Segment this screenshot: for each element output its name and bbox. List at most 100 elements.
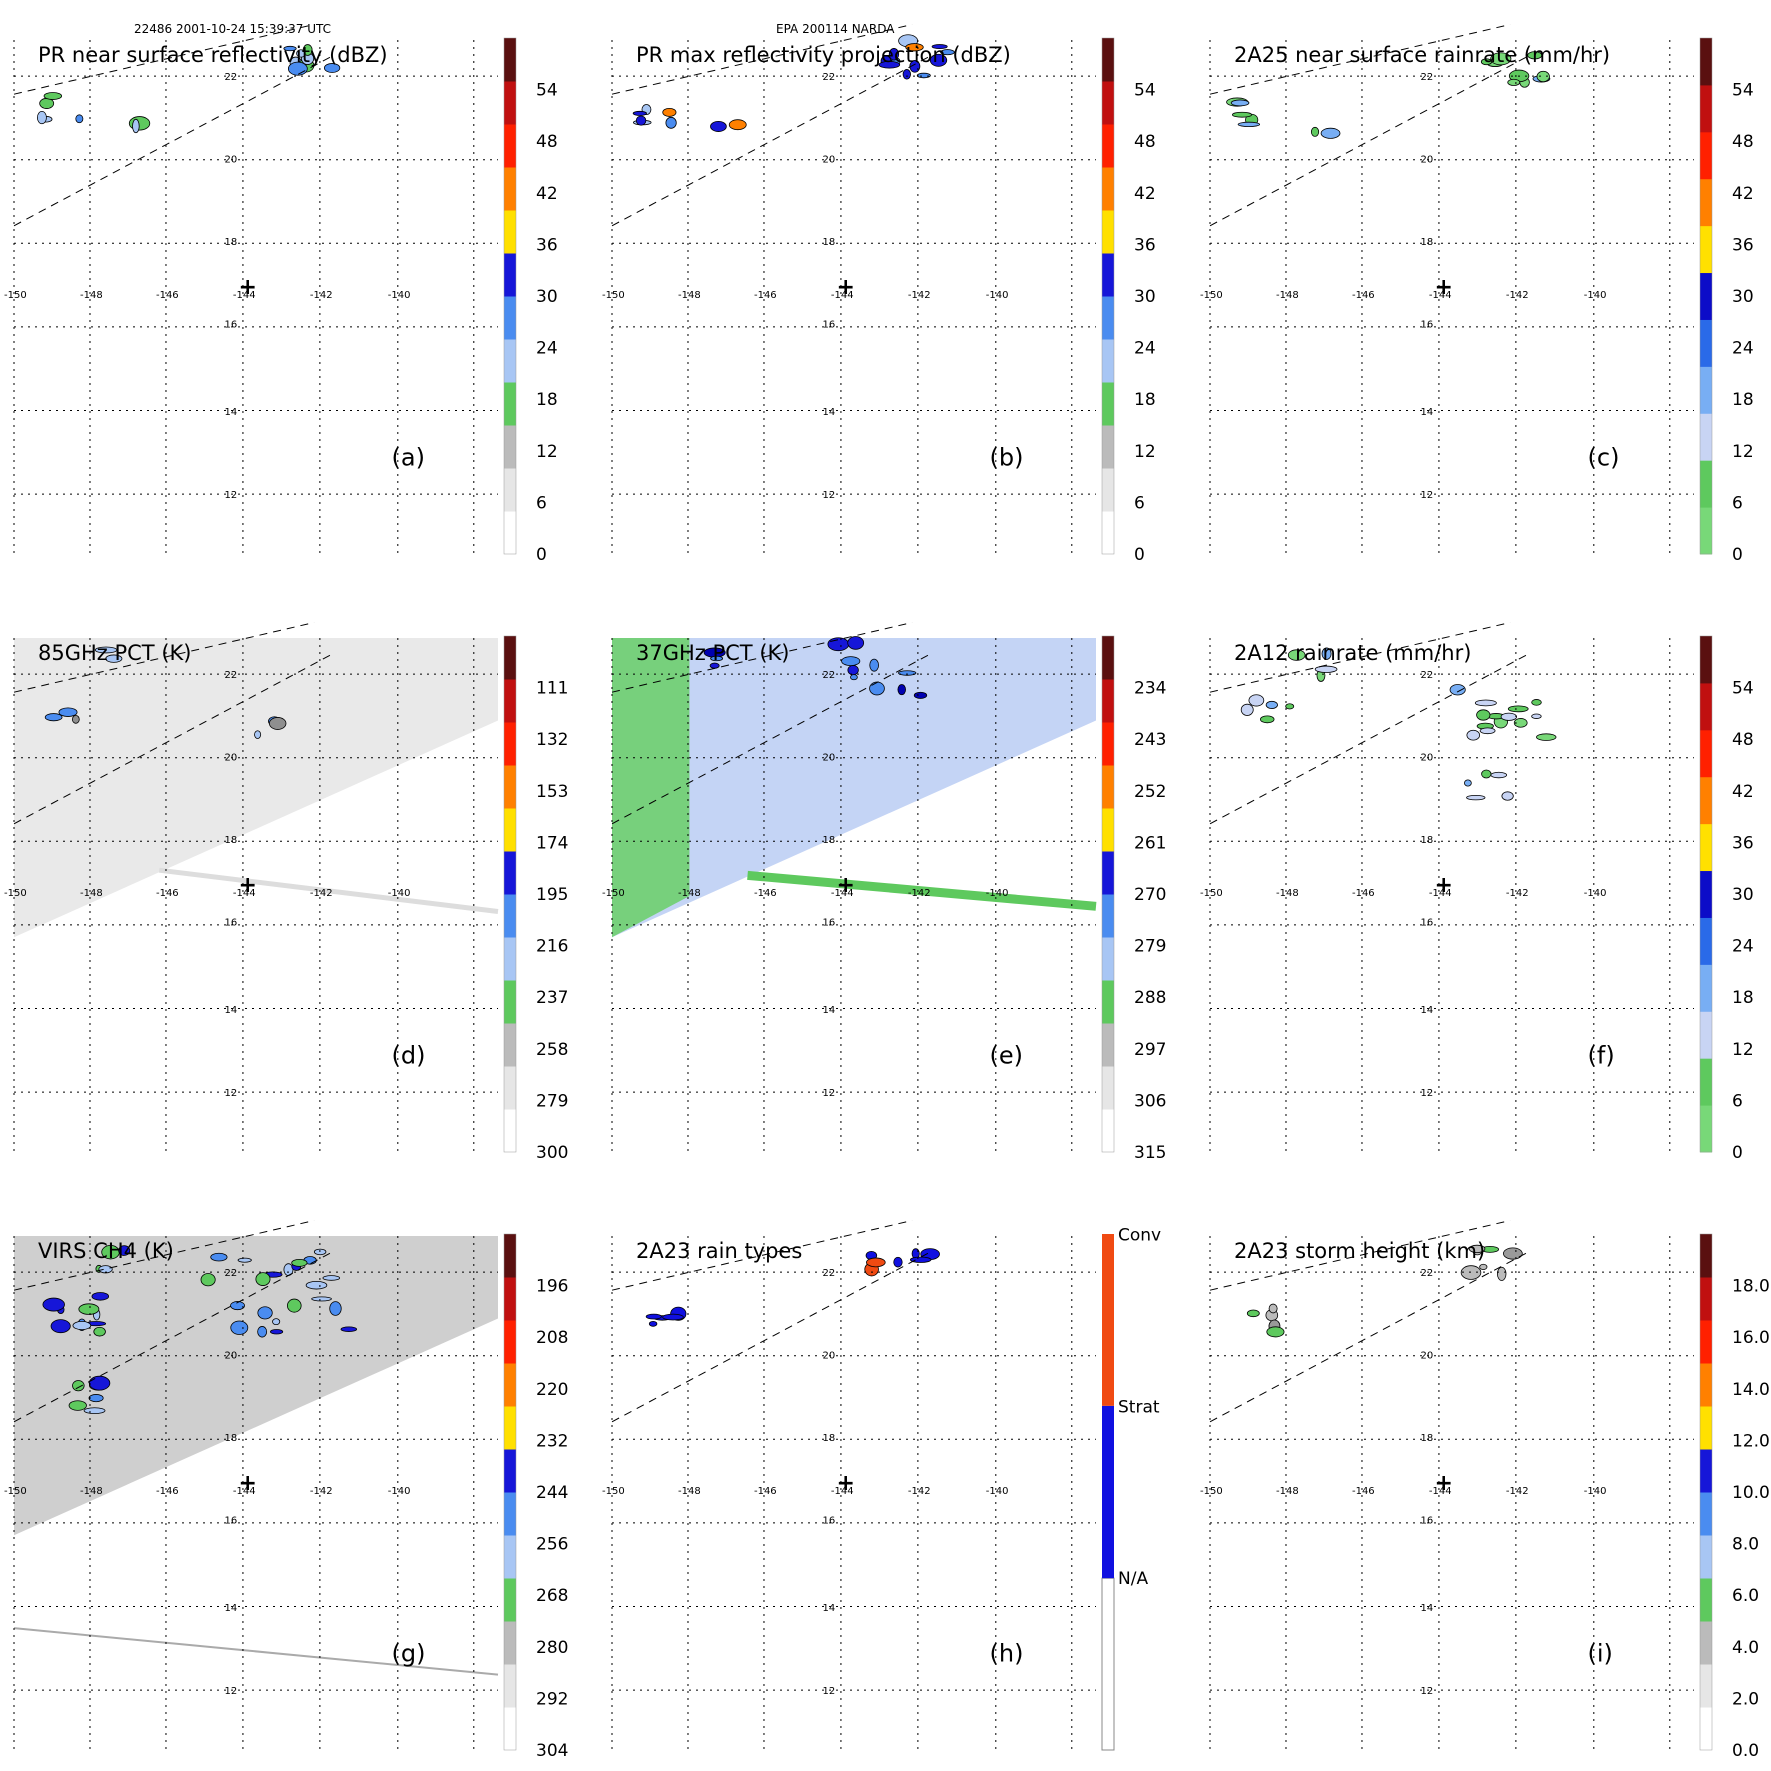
echo-blob [710, 655, 724, 662]
colorbar-label: 268 [536, 1586, 568, 1606]
echo-blob [1287, 649, 1306, 661]
colorbar-segment [504, 980, 516, 1024]
echo-blob [869, 658, 879, 672]
colorbar-label: 18 [1134, 390, 1156, 410]
colorbar-segment [504, 382, 516, 426]
panel-tag: (d) [392, 1042, 426, 1070]
colorbar-label: 48 [1134, 132, 1156, 152]
colorbar-frame [503, 37, 517, 555]
colorbar-label: N/A [1118, 1569, 1148, 1589]
colorbar-segment [1700, 1449, 1712, 1493]
lon-tick-label: -146 [754, 1486, 777, 1497]
panel-tag: (c) [1588, 444, 1620, 472]
echo-blob [132, 118, 140, 134]
lat-tick-label: 18 [1421, 237, 1434, 248]
swath-edge-lower [13, 1251, 334, 1423]
colorbar-segment [1700, 917, 1712, 965]
echo-blob [1260, 715, 1275, 724]
colorbar-label: 0 [1732, 1143, 1743, 1163]
colorbar-label: 0 [536, 545, 547, 565]
colorbar-segment [504, 1707, 516, 1751]
colorbar-segment [1700, 682, 1712, 731]
colorbar-label: 36 [536, 235, 558, 255]
colorbar-label: 244 [536, 1483, 568, 1503]
echo-blob [1248, 694, 1265, 707]
echo-blob [728, 119, 747, 131]
echo-blob [665, 116, 677, 129]
swath-edge-lower [611, 55, 932, 227]
panel-f: -150 -148 -146 -144 -142 -140 22 20 18 16 14 12 +2A1… [1200, 622, 1754, 1163]
panel-tag: (i) [1588, 1640, 1613, 1668]
colorbar-label: 243 [1134, 730, 1166, 750]
colorbar-segment [1700, 131, 1712, 180]
colorbar-segment [1102, 253, 1114, 297]
echo-blob [1466, 729, 1481, 741]
colorbar-segment [1700, 366, 1712, 414]
echo-blob [305, 1281, 328, 1290]
echo-blob [1466, 794, 1486, 801]
echo-blob [210, 1252, 228, 1262]
storm-center-marker: + [1435, 275, 1453, 300]
echo-blob [909, 1256, 932, 1263]
storm-center-marker: + [837, 1471, 855, 1496]
colorbar-segment [504, 851, 516, 895]
swath-fill [14, 638, 498, 938]
colorbar-label: 48 [1732, 132, 1754, 152]
colorbar-segment [504, 511, 516, 555]
lon-tick-label: -146 [1352, 1486, 1375, 1497]
lat-tick-label: 16 [1421, 319, 1434, 330]
echo-blob [94, 646, 118, 654]
panel-tag: (a) [392, 444, 425, 472]
echo-blob [237, 1257, 252, 1263]
lon-tick-label: -144 [1429, 1486, 1452, 1497]
swath-edge-band [747, 870, 1097, 911]
echo-blob [75, 114, 84, 124]
colorbar-segment [1700, 964, 1712, 1012]
colorbar-segment [1700, 38, 1712, 86]
colorbar-label: 280 [536, 1638, 568, 1658]
lon-tick-label: -150 [1200, 888, 1223, 899]
colorbar-label: 270 [1134, 885, 1166, 905]
echo-blob [1501, 791, 1514, 801]
colorbar-segment [1700, 319, 1712, 367]
echo-blob [72, 1380, 85, 1392]
colorbar-label: 12 [536, 442, 558, 462]
swath-edge [13, 1627, 499, 1676]
colorbar-segment [504, 808, 516, 852]
colorbar-segment [1700, 1058, 1712, 1106]
lon-tick-label: -148 [678, 888, 701, 899]
echo-blob [72, 1320, 92, 1331]
lat-tick-label: 22 [225, 1268, 238, 1279]
lat-tick-label: 12 [823, 490, 836, 501]
swath-edge-upper [1209, 622, 1511, 693]
lon-tick-label: -148 [1276, 888, 1299, 899]
echo-blob [296, 49, 306, 58]
lon-tick-label: -148 [1276, 1486, 1299, 1497]
colorbar-segment [1102, 765, 1114, 809]
echo-blob [1507, 705, 1529, 713]
lat-tick-label: 12 [823, 1088, 836, 1099]
echo-blob [322, 1275, 341, 1281]
colorbar-segment [1102, 894, 1114, 938]
echo-blob [254, 730, 262, 739]
colorbar-frame [1699, 37, 1713, 555]
lon-tick-label: -150 [4, 1486, 27, 1497]
echo-blob [329, 1301, 342, 1316]
colorbar-label: 220 [536, 1380, 568, 1400]
panel-tag: (h) [990, 1640, 1024, 1668]
echo-blob [1479, 1263, 1488, 1271]
swath-edge-upper [611, 1220, 913, 1291]
lat-tick-label: 18 [225, 835, 238, 846]
colorbar-label: 54 [1134, 81, 1156, 101]
lat-tick-label: 16 [225, 917, 238, 928]
land-fill [612, 638, 690, 938]
lat-tick-label: 14 [225, 1603, 238, 1614]
echo-blob [291, 1259, 308, 1267]
echo-blob [93, 1326, 106, 1337]
panel-title: 2A12 rainrate (mm/hr) [1234, 641, 1471, 665]
lat-tick-label: 20 [1421, 154, 1434, 165]
lat-tick-label: 16 [1421, 917, 1434, 928]
echo-blob [1320, 127, 1341, 139]
colorbar-segment [504, 124, 516, 168]
colorbar-segment [504, 679, 516, 723]
